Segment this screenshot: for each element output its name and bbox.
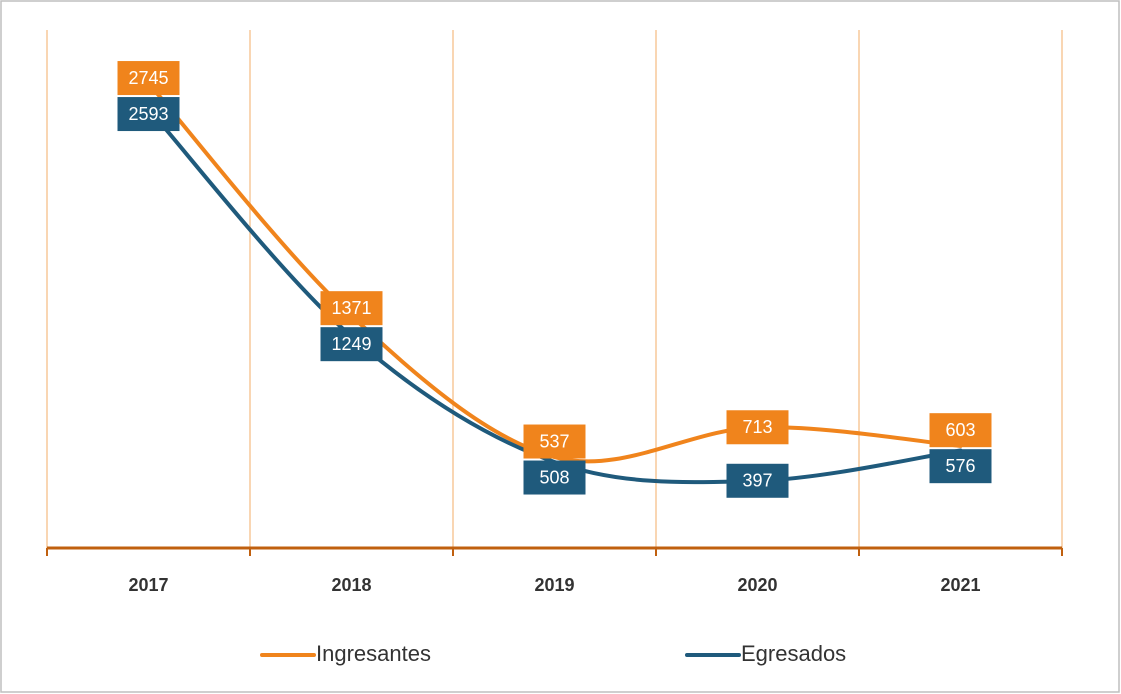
data-label: 1249 <box>331 334 371 354</box>
x-tick-label: 2021 <box>940 575 980 595</box>
data-label-box <box>726 463 789 498</box>
legend-label: Ingresantes <box>316 641 431 666</box>
data-label: 537 <box>539 431 569 451</box>
data-label-box <box>523 460 586 495</box>
data-label: 2745 <box>128 68 168 88</box>
data-label: 1371 <box>331 298 371 318</box>
data-label: 576 <box>945 456 975 476</box>
data-label-box <box>320 327 383 362</box>
data-label: 2593 <box>128 104 168 124</box>
data-label-box <box>929 449 992 484</box>
data-label: 397 <box>742 471 772 491</box>
data-label-box <box>726 410 789 445</box>
x-tick-label: 2020 <box>737 575 777 595</box>
x-tick-label: 2017 <box>128 575 168 595</box>
data-label-box <box>320 291 383 326</box>
data-label-box <box>117 97 180 132</box>
data-label-box <box>117 61 180 96</box>
data-label: 713 <box>742 417 772 437</box>
x-tick-label: 2019 <box>534 575 574 595</box>
data-label-box <box>523 424 586 459</box>
x-tick-label: 2018 <box>331 575 371 595</box>
data-label-box <box>929 413 992 448</box>
data-label: 508 <box>539 467 569 487</box>
data-label: 603 <box>945 420 975 440</box>
legend-label: Egresados <box>741 641 846 666</box>
